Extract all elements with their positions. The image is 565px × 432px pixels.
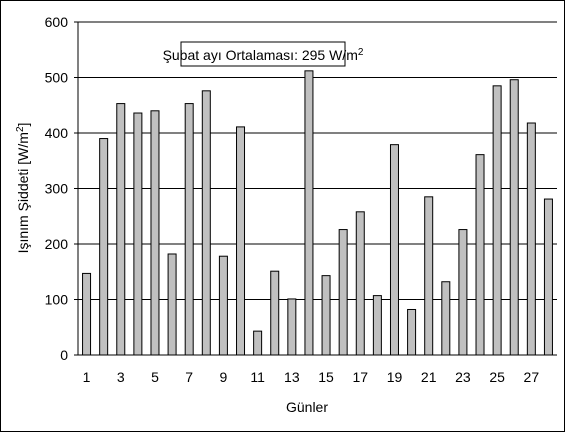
bar [355,211,365,356]
y-axis-label-sup: 2 [15,126,26,132]
bar [304,70,314,356]
bar [372,295,382,356]
bar [543,198,553,356]
y-tick-label: 600 [45,14,69,30]
y-axis-label-text: Işınım Şiddeti [W/m [15,132,31,253]
bar [475,154,485,356]
bar [407,308,417,356]
bar [184,103,194,356]
bar [167,253,177,356]
x-tick-label: 19 [387,369,403,385]
y-tick-label: 100 [45,292,69,308]
annotation-text: Şubat ayı Ortalaması: 295 W/m [163,47,358,63]
bar [253,330,263,356]
bar [492,85,502,356]
x-tick-label: 9 [220,369,228,385]
x-tick-label: 3 [117,369,125,385]
bar [509,79,519,356]
x-tick-label: 13 [284,369,300,385]
x-tick-label: 17 [352,369,368,385]
annotation: Şubat ayı Ortalaması: 295 W/m2 [163,47,364,63]
x-tick-label: 7 [185,369,193,385]
y-tick-label: 0 [60,347,68,363]
x-tick-label: 5 [151,369,159,385]
x-tick-label: 15 [318,369,334,385]
bar [133,112,143,356]
bar [441,281,451,356]
x-tick-label: 21 [421,369,437,385]
bar [99,138,109,356]
x-tick-label: 11 [250,369,265,385]
bar [321,275,331,356]
bar [287,298,297,356]
x-tick-label: 1 [83,369,91,385]
x-tick-label: 23 [455,369,471,385]
y-axis-label-end: ] [15,123,31,127]
bar [82,272,92,356]
y-axis-label: Işınım Şiddeti [W/m2] [15,123,31,254]
bar [150,110,160,356]
y-tick-label: 200 [45,236,69,252]
y-tick-label: 500 [45,70,69,86]
y-tick-label: 300 [45,181,69,197]
x-tick-label: 25 [489,369,505,385]
bar [526,122,536,356]
bar [236,126,246,356]
bar [116,103,126,356]
y-tick-label: 400 [45,125,69,141]
x-tick-label: 27 [524,369,540,385]
bar [201,90,211,356]
bar [338,229,348,356]
bar [424,196,434,356]
x-axis-label: Günler [286,399,328,415]
bar [218,255,228,356]
bar [458,229,468,356]
annotation-box [180,41,346,67]
annotation-sup: 2 [358,47,364,58]
bar [270,270,280,356]
bar [389,144,399,356]
